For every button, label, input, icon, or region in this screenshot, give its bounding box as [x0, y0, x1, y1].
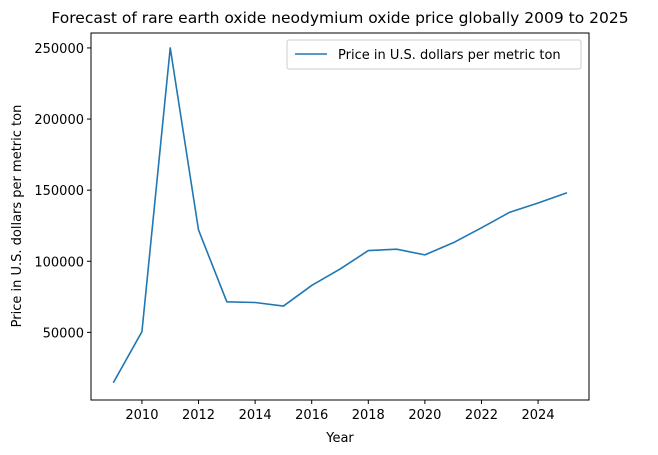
series-line-price	[112, 47, 568, 383]
x-axis-label: Year	[325, 431, 354, 446]
y-tick-label: 250000	[34, 42, 84, 57]
legend-label: Price in U.S. dollars per metric ton	[338, 48, 561, 63]
chart-title: Forecast of rare earth oxide neodymium o…	[51, 9, 628, 27]
y-tick-label: 50000	[43, 326, 84, 341]
x-axis: 2010 2012 2014 2016 2018 2020 2022 2024	[125, 400, 555, 423]
x-tick-label: 2016	[295, 408, 328, 423]
y-axis-label: Price in U.S. dollars per metric ton	[10, 105, 25, 328]
plot-area	[90, 32, 590, 401]
x-tick-label: 2018	[352, 408, 385, 423]
y-axis: 50000 100000 150000 200000 250000	[34, 42, 91, 341]
x-tick-label: 2020	[408, 408, 441, 423]
y-tick-label: 100000	[34, 255, 84, 270]
x-tick-label: 2022	[465, 408, 498, 423]
legend: Price in U.S. dollars per metric ton	[286, 39, 582, 70]
y-tick-label: 200000	[34, 113, 84, 128]
x-tick-label: 2010	[125, 408, 158, 423]
x-tick-label: 2012	[182, 408, 215, 423]
legend-box	[286, 39, 582, 70]
x-tick-label: 2024	[522, 408, 555, 423]
x-tick-label: 2014	[239, 408, 272, 423]
y-tick-label: 150000	[34, 184, 84, 199]
